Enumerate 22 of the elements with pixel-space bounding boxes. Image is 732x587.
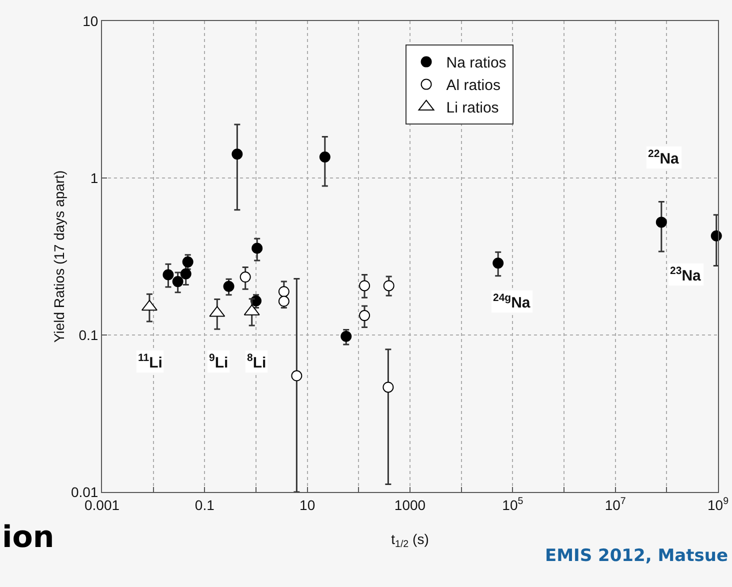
x-tick-label: 1000 — [394, 496, 426, 513]
y-tick-label: 10 — [82, 12, 98, 29]
annotation: $^{9}$Li — [209, 352, 228, 372]
annotation: $^{24g}$Na — [493, 292, 531, 312]
x-axis-title: t$_{1/2}$ (s) — [391, 531, 429, 550]
y-tick-label: 0.1 — [78, 326, 98, 343]
text: EMIS 2012, Matsue — [545, 546, 728, 566]
annotation: $^{11}$Li — [138, 352, 162, 372]
x-tick-label: 10$^{9}$ — [707, 496, 729, 513]
x-tick-label: 10$^{7}$ — [604, 496, 626, 513]
annotation: $^{23}$Na — [670, 265, 702, 284]
annotation: $^{22}$Na — [648, 148, 680, 168]
y-tick-label: 1 — [90, 170, 98, 186]
y-axis-title: Yield Ratios (17 days apart) — [51, 170, 67, 343]
x-tick-label: 10$^{5}$ — [502, 496, 524, 513]
legend-label: Na ratios — [446, 54, 506, 72]
x-tick-label: 10 — [300, 496, 316, 513]
x-tick-label: 0.1 — [194, 496, 215, 513]
annotation: $^{8}$Li — [247, 352, 266, 372]
legend-label: Li ratios — [446, 100, 499, 117]
text: ion — [2, 520, 54, 555]
legend-label: Al ratios — [446, 77, 500, 94]
